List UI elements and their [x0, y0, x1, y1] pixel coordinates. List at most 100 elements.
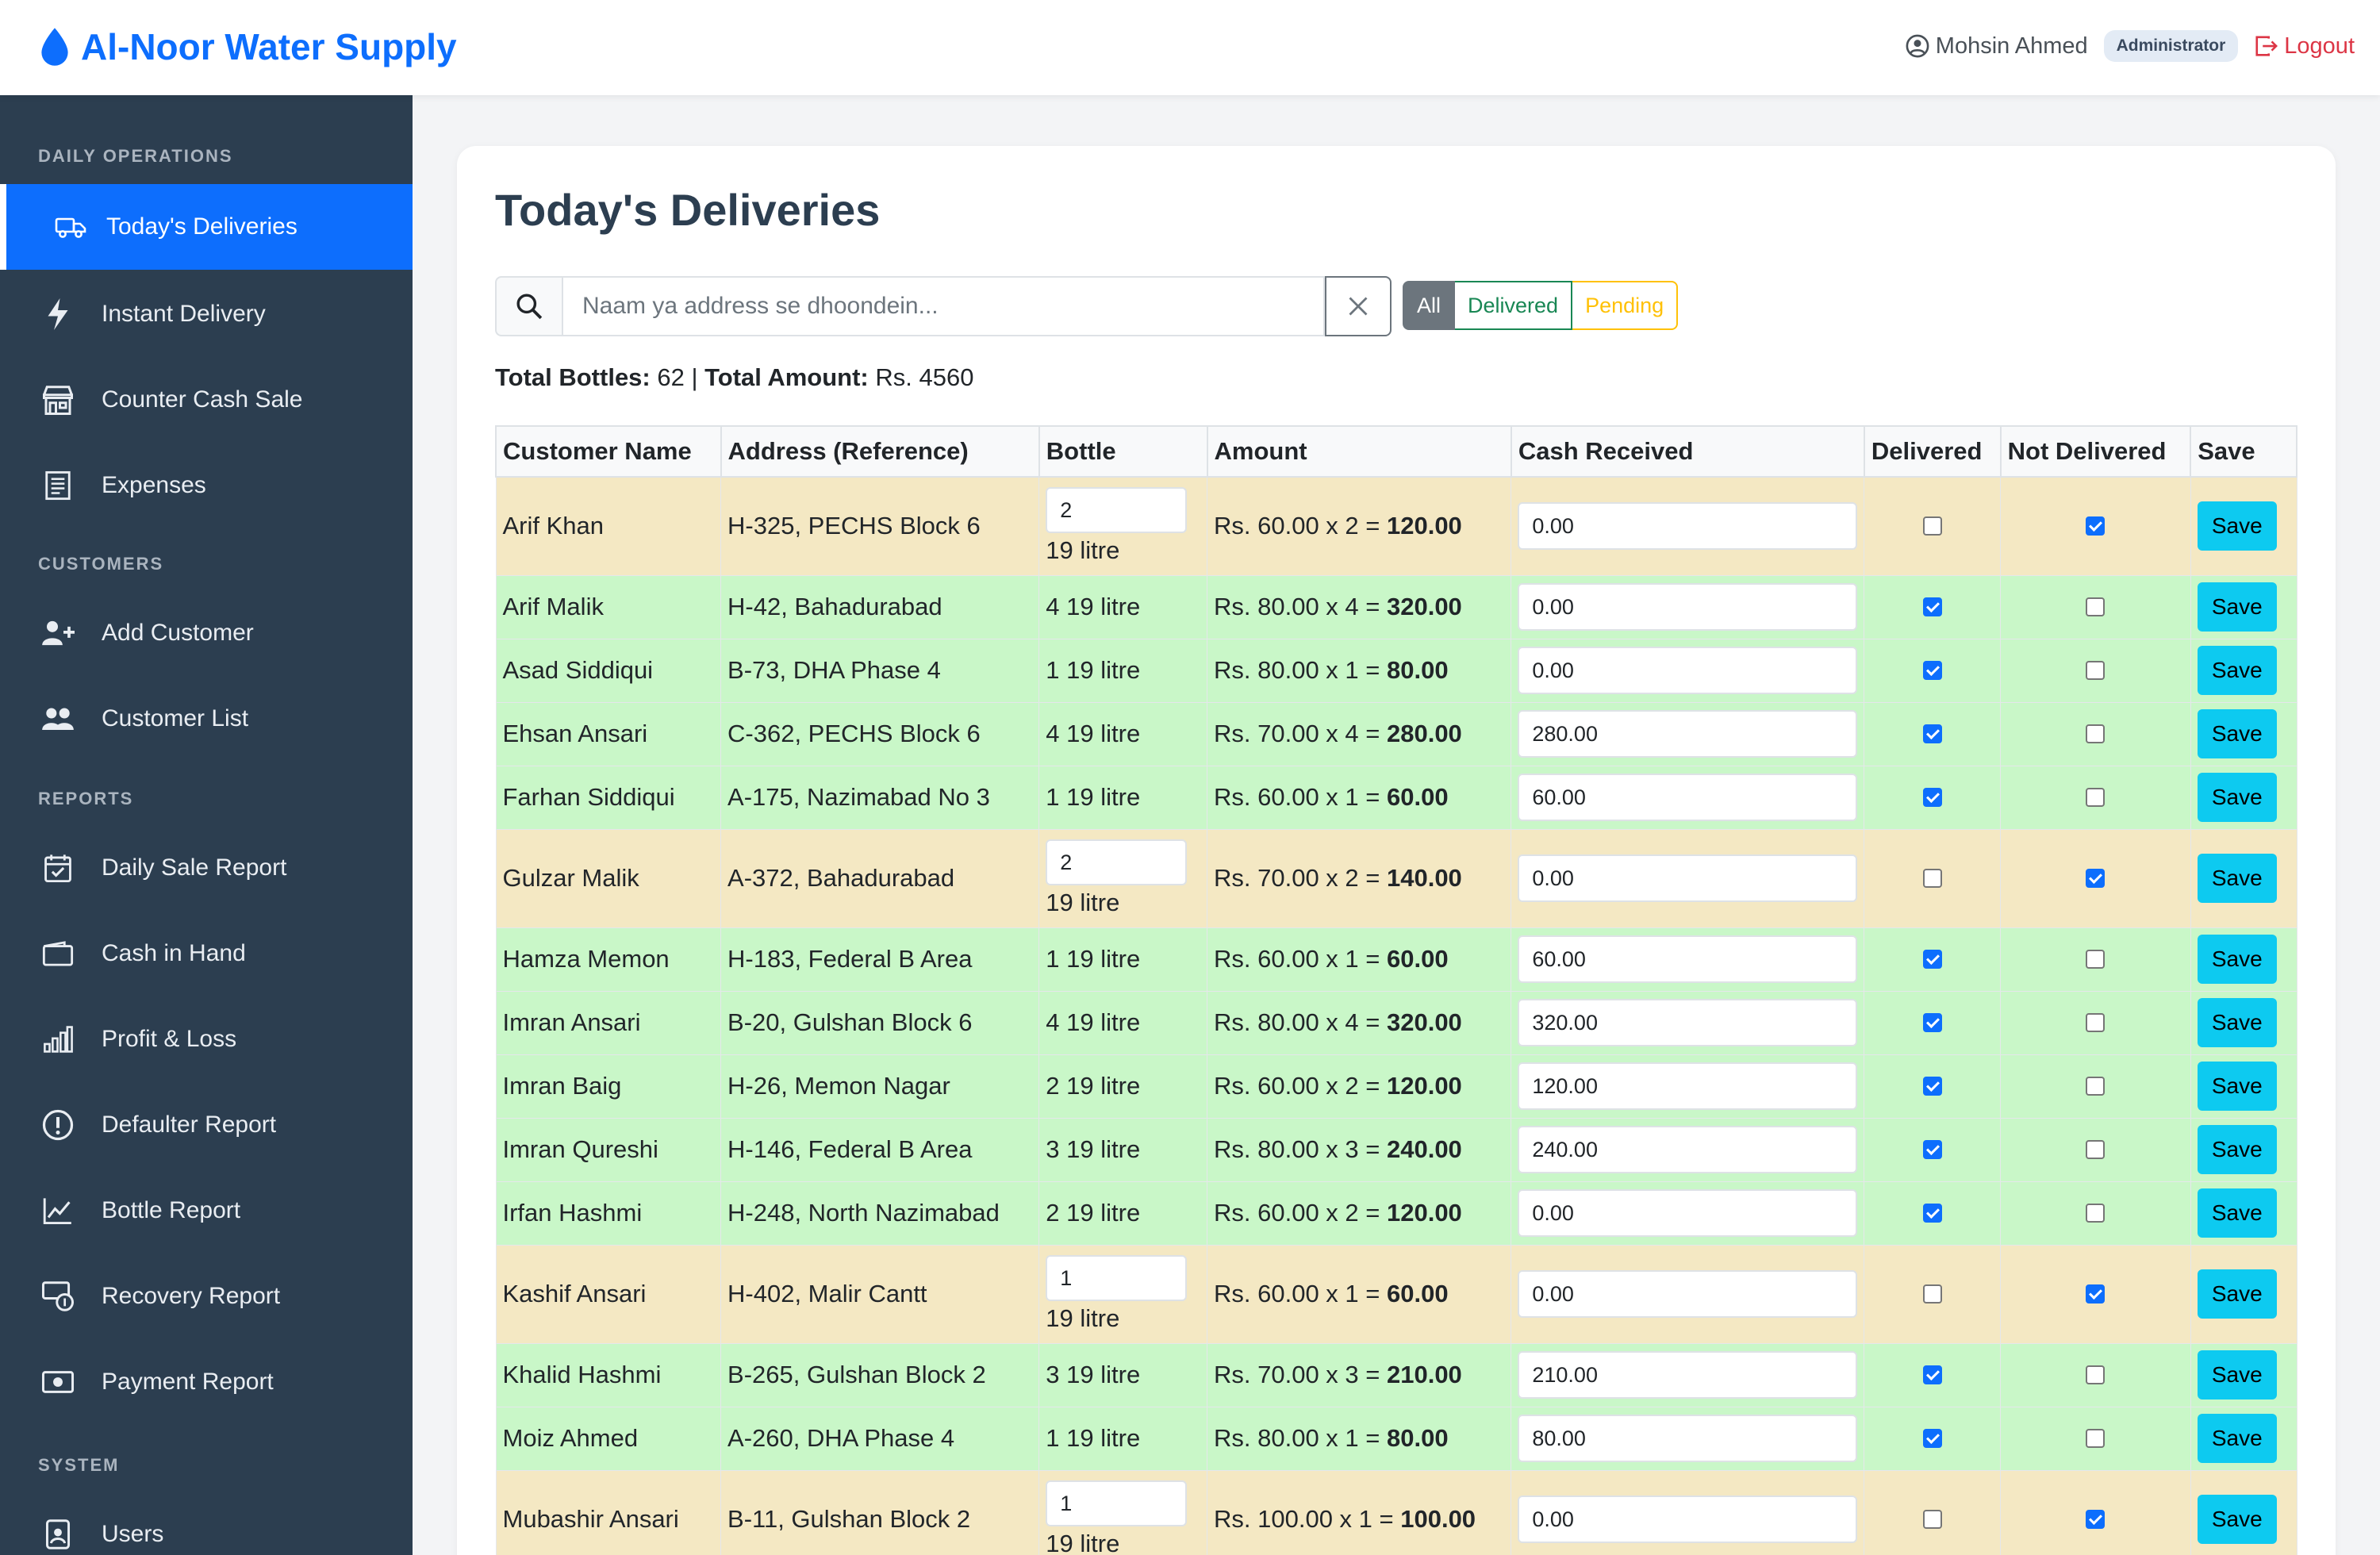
sidebar-item-counter-cash-sale[interactable]: Counter Cash Sale — [0, 357, 413, 443]
sidebar-item-profit-loss[interactable]: Profit & Loss — [0, 996, 413, 1082]
bottle-qty-input[interactable]: 2 — [1046, 487, 1188, 534]
delivered-checkbox[interactable] — [1922, 1510, 1942, 1529]
not-delivered-checkbox[interactable] — [2086, 516, 2106, 536]
filter-pending-button[interactable]: Pending — [1572, 281, 1679, 330]
cash-received-input[interactable]: 60.00 — [1518, 774, 1858, 821]
sidebar-item-add-customer[interactable]: Add Customer — [0, 590, 413, 676]
sidebar-item-todays-deliveries[interactable]: Today's Deliveries — [0, 184, 413, 270]
not-delivered-checkbox[interactable] — [2086, 1284, 2106, 1304]
search-input[interactable] — [562, 276, 1325, 336]
delivered-checkbox[interactable] — [1922, 788, 1942, 807]
not-delivered-checkbox[interactable] — [2086, 869, 2106, 888]
delivered-checkbox[interactable] — [1922, 1077, 1942, 1096]
delivered-checkbox[interactable] — [1922, 1429, 1942, 1448]
amount-cell: Rs. 100.00 x 1 = 100.00 — [1206, 1469, 1512, 1555]
cash-received-input[interactable]: 0.00 — [1518, 1189, 1858, 1237]
col-delivered: Delivered — [1863, 425, 2002, 478]
not-delivered-checkbox[interactable] — [2086, 1140, 2106, 1159]
sidebar-item-recovery-report[interactable]: Recovery Report — [0, 1254, 413, 1339]
not-delivered-checkbox[interactable] — [2086, 597, 2106, 616]
cash-received-input[interactable]: 320.00 — [1518, 999, 1858, 1046]
delivered-checkbox[interactable] — [1922, 724, 1942, 743]
save-button[interactable]: Save — [2197, 1414, 2277, 1463]
sidebar-item-instant-delivery[interactable]: Instant Delivery — [0, 271, 413, 357]
sidebar-item-payment-report[interactable]: Payment Report — [0, 1339, 413, 1425]
not-delivered-checkbox[interactable] — [2086, 1077, 2106, 1096]
delivered-checkbox[interactable] — [1922, 950, 1942, 969]
cash-received-input[interactable]: 120.00 — [1518, 1062, 1858, 1110]
sidebar-item-users[interactable]: Users — [0, 1492, 413, 1555]
save-button[interactable]: Save — [2197, 501, 2277, 551]
not-delivered-checkbox[interactable] — [2086, 1510, 2106, 1529]
save-button[interactable]: Save — [2197, 1350, 2277, 1400]
save-button[interactable]: Save — [2197, 998, 2277, 1047]
save-button[interactable]: Save — [2197, 582, 2277, 632]
customer-address: A-175, Nazimabad No 3 — [720, 765, 1040, 830]
sidebar-item-bottle-report[interactable]: Bottle Report — [0, 1168, 413, 1254]
bottle-qty-input[interactable]: 1 — [1046, 1480, 1188, 1526]
save-button[interactable]: Save — [2197, 709, 2277, 758]
filter-delivered-button[interactable]: Delivered — [1455, 281, 1573, 330]
not-delivered-checkbox[interactable] — [2086, 1204, 2106, 1223]
sidebar-item-label: Customer List — [102, 705, 249, 731]
cash-received-input[interactable]: 280.00 — [1518, 710, 1858, 758]
save-button[interactable]: Save — [2197, 1188, 2277, 1238]
user-menu[interactable]: Mohsin Ahmed — [1906, 33, 2088, 60]
sidebar-item-daily-sale-report[interactable]: Daily Sale Report — [0, 825, 413, 911]
delivered-checkbox[interactable] — [1922, 1284, 1942, 1304]
delivered-cell — [1864, 1469, 2002, 1555]
cash-received-cell: 120.00 — [1511, 1054, 1865, 1119]
not-delivered-checkbox[interactable] — [2086, 1013, 2106, 1032]
save-button[interactable]: Save — [2197, 935, 2277, 984]
not-delivered-checkbox[interactable] — [2086, 661, 2106, 680]
save-button[interactable]: Save — [2197, 646, 2277, 695]
person-badge-icon — [40, 1516, 76, 1553]
delivered-checkbox[interactable] — [1922, 1013, 1942, 1032]
delivered-checkbox[interactable] — [1922, 869, 1942, 888]
save-button[interactable]: Save — [2197, 1495, 2277, 1544]
sidebar-item-expenses[interactable]: Expenses — [0, 443, 413, 528]
cash-received-input[interactable]: 0.00 — [1518, 1270, 1858, 1318]
delivered-checkbox[interactable] — [1922, 1365, 1942, 1384]
sidebar-item-label: Daily Sale Report — [102, 854, 287, 881]
sidebar-item-defaulter-report[interactable]: Defaulter Report — [0, 1082, 413, 1168]
delivered-checkbox[interactable] — [1922, 1140, 1942, 1159]
customer-address: B-11, Gulshan Block 2 — [720, 1469, 1040, 1555]
delivered-checkbox[interactable] — [1922, 661, 1942, 680]
cash-received-input[interactable]: 0.00 — [1518, 854, 1858, 902]
cash-received-input[interactable]: 0.00 — [1518, 583, 1858, 631]
not-delivered-cell — [2000, 701, 2191, 766]
not-delivered-checkbox[interactable] — [2086, 1365, 2106, 1384]
clear-search-button[interactable] — [1325, 276, 1392, 336]
save-button[interactable]: Save — [2197, 854, 2277, 903]
amount-cell: Rs. 70.00 x 3 = 210.00 — [1206, 1342, 1512, 1407]
cash-received-input[interactable]: 0.00 — [1518, 647, 1858, 694]
bottle-qty-input[interactable]: 2 — [1046, 839, 1188, 885]
delivered-checkbox[interactable] — [1922, 597, 1942, 616]
cash-received-input[interactable]: 80.00 — [1518, 1415, 1858, 1462]
not-delivered-checkbox[interactable] — [2086, 1429, 2106, 1448]
cash-received-input[interactable]: 0.00 — [1518, 1495, 1858, 1543]
cash-received-input[interactable]: 210.00 — [1518, 1351, 1858, 1399]
cash-received-input[interactable]: 240.00 — [1518, 1126, 1858, 1173]
save-button[interactable]: Save — [2197, 773, 2277, 822]
cash-received-input[interactable]: 60.00 — [1518, 935, 1858, 983]
save-button[interactable]: Save — [2197, 1062, 2277, 1111]
brand[interactable]: Al-Noor Water Supply — [40, 19, 457, 75]
person-plus-icon — [40, 615, 76, 651]
delivered-checkbox[interactable] — [1922, 1204, 1942, 1223]
save-button[interactable]: Save — [2197, 1125, 2277, 1174]
sidebar-item-cash-in-hand[interactable]: Cash in Hand — [0, 911, 413, 996]
not-delivered-checkbox[interactable] — [2086, 788, 2106, 807]
not-delivered-checkbox[interactable] — [2086, 950, 2106, 969]
cash-received-input[interactable]: 0.00 — [1518, 502, 1858, 551]
sidebar-item-customer-list[interactable]: Customer List — [0, 676, 413, 762]
not-delivered-checkbox[interactable] — [2086, 724, 2106, 743]
filter-all-button[interactable]: All — [1403, 281, 1456, 330]
save-button[interactable]: Save — [2197, 1269, 2277, 1319]
delivered-checkbox[interactable] — [1922, 516, 1942, 536]
bottle-qty-input[interactable]: 1 — [1046, 1255, 1188, 1301]
bottle-cell: 1 19 litre — [1038, 927, 1207, 992]
logout-link[interactable]: Logout — [2254, 33, 2355, 60]
